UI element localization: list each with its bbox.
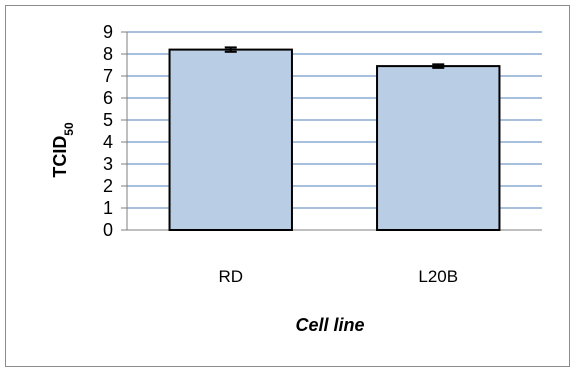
y-tick-label: 2 [103,176,113,196]
y-axis-title: TCID50 [50,122,76,178]
x-tick-label: L20B [418,267,458,286]
y-tick-label: 8 [103,44,113,64]
bar-rd [168,48,293,231]
x-tick-labels: RD L20B [218,267,458,286]
y-tick-label: 1 [103,198,113,218]
y-tick-label: 7 [103,66,113,86]
y-tick-label: 0 [103,220,113,240]
x-tick-label: RD [218,267,243,286]
y-tick-label: 5 [103,110,113,130]
bars [168,46,501,231]
bar-l20b [376,65,501,231]
y-tick-label: 3 [103,154,113,174]
y-tick-label: 6 [103,88,113,108]
x-axis-title: Cell line [295,315,364,335]
y-tick-label: 9 [103,22,113,42]
y-tick-label: 4 [103,132,113,152]
